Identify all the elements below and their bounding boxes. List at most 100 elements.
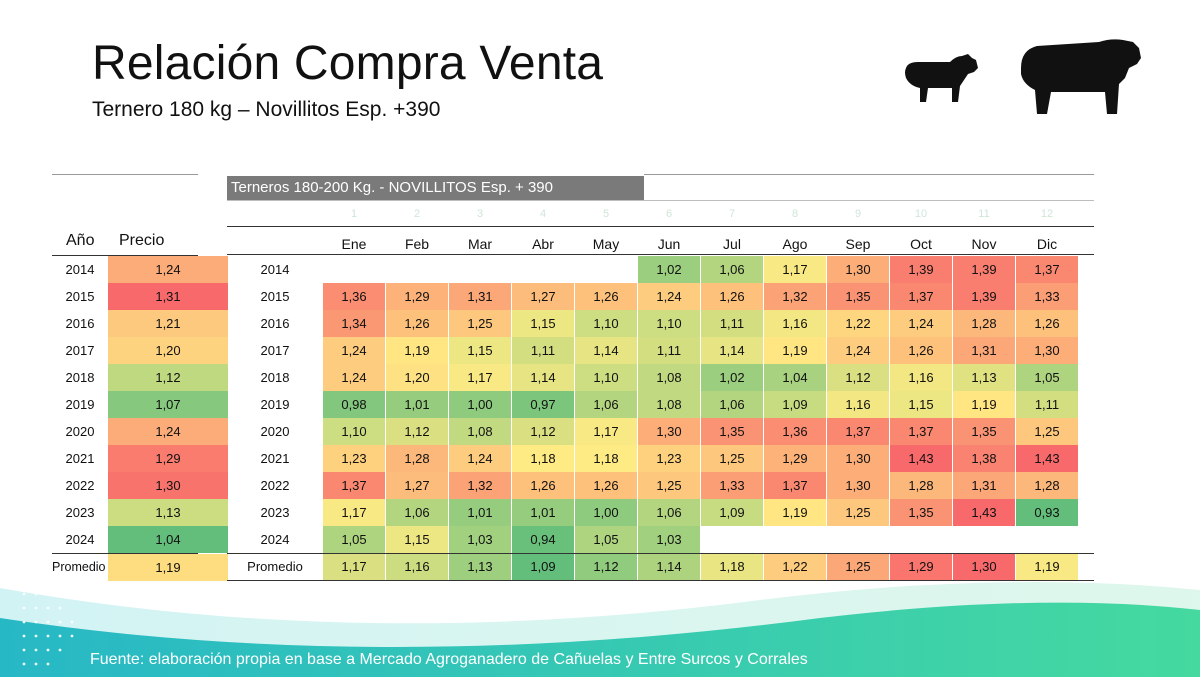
column-index-label: 12 <box>1040 208 1054 220</box>
heatmap-cell: 1,08 <box>638 391 700 418</box>
heatmap-cell: 1,10 <box>575 364 637 391</box>
heatmap-cell: 1,30 <box>827 472 889 499</box>
heatmap-cell: 1,24 <box>638 283 700 310</box>
year-label: 2017 <box>65 343 95 358</box>
heatmap-cell: 1,27 <box>386 472 448 499</box>
heatmap-cell: 1,19 <box>764 337 826 364</box>
heatmap-cell: 1,12 <box>827 364 889 391</box>
heatmap-cell: 1,03 <box>449 526 511 553</box>
heatmap-cell: 1,39 <box>953 283 1015 310</box>
heatmap-cell: 1,25 <box>1016 418 1078 445</box>
price-cell: 1,21 <box>108 310 228 337</box>
heatmap-cell: 1,28 <box>953 310 1015 337</box>
heatmap-cell: 1,23 <box>638 445 700 472</box>
heatmap-cell: 1,04 <box>764 364 826 391</box>
left-table-top-rule <box>52 174 198 175</box>
source-note: Fuente: elaboración propia en base a Mer… <box>90 651 808 668</box>
average-month-cell: 1,09 <box>512 553 574 580</box>
heatmap-cell: 1,09 <box>764 391 826 418</box>
average-month-cell: 1,18 <box>701 553 763 580</box>
heatmap-year-label: 2023 <box>260 505 290 520</box>
heatmap-year-label: 2019 <box>260 397 290 412</box>
heatmap-year-label: 2017 <box>260 343 290 358</box>
heatmap-cell: 1,11 <box>638 337 700 364</box>
heatmap-year-label: 2015 <box>260 289 290 304</box>
table-row: 2019 1,07 <box>52 391 228 418</box>
heatmap-cell: 1,05 <box>1016 364 1078 391</box>
average-month-cell: 1,13 <box>449 553 511 580</box>
year-label: 2015 <box>65 289 95 304</box>
heatmap-cell: 1,26 <box>890 337 952 364</box>
heatmap-cell: 1,36 <box>764 418 826 445</box>
heatmap-cell: 1,25 <box>701 445 763 472</box>
heatmap-cell: 1,37 <box>323 472 385 499</box>
heatmap-cell: 0,97 <box>512 391 574 418</box>
heatmap-year-label: 2021 <box>260 451 290 466</box>
ghost-row-rule <box>227 226 1094 227</box>
heatmap-cell: 1,37 <box>890 283 952 310</box>
month-header: Ene <box>341 236 367 252</box>
heatmap-cell: 1,08 <box>638 364 700 391</box>
column-index-label: 9 <box>854 208 862 220</box>
heatmap-cell: 1,20 <box>386 364 448 391</box>
table-row: 2016 1,21 <box>52 310 228 337</box>
heatmap-cell: 1,01 <box>449 499 511 526</box>
heatmap-cell: 1,06 <box>701 256 763 283</box>
heatmap-cell: 1,02 <box>701 364 763 391</box>
heatmap-cell: 1,27 <box>512 283 574 310</box>
table-row: 2024 1,04 <box>52 526 228 553</box>
heatmap-cell: 1,14 <box>701 337 763 364</box>
heatmap-cell: 1,30 <box>827 445 889 472</box>
average-label: Promedio <box>52 560 106 574</box>
steer-icon <box>1021 39 1141 115</box>
heatmap-cell: 1,26 <box>512 472 574 499</box>
heatmap-cell: 1,25 <box>638 472 700 499</box>
heatmap-cell: 1,01 <box>386 391 448 418</box>
month-header-rule <box>227 254 1094 255</box>
month-header: May <box>592 236 620 252</box>
column-index-label: 8 <box>791 208 799 220</box>
heatmap-year-label: 2018 <box>260 370 290 385</box>
heatmap-cell: 1,43 <box>1016 445 1078 472</box>
price-cell: 1,24 <box>108 418 228 445</box>
average-month-cell: 1,12 <box>575 553 637 580</box>
page-subtitle: Ternero 180 kg – Novillitos Esp. +390 <box>92 98 441 121</box>
price-column-header: Precio <box>119 232 165 249</box>
heatmap-cell: 1,15 <box>512 310 574 337</box>
heatmap-year-label: 2024 <box>260 532 290 547</box>
heatmap-cell: 1,35 <box>890 499 952 526</box>
heatmap-cell: 1,10 <box>323 418 385 445</box>
month-header: Oct <box>910 236 932 252</box>
heatmap-cell: 1,39 <box>890 256 952 283</box>
heatmap-cell: 1,16 <box>827 391 889 418</box>
price-cell: 1,13 <box>108 499 228 526</box>
heatmap-cell: 1,24 <box>449 445 511 472</box>
heatmap-year-label: 2022 <box>260 478 290 493</box>
heatmap-cell: 1,17 <box>323 499 385 526</box>
heatmap-cell: 1,29 <box>764 445 826 472</box>
heatmap-cell: 1,26 <box>386 310 448 337</box>
heatmap-cell: 1,37 <box>1016 256 1078 283</box>
price-cell: 1,12 <box>108 364 228 391</box>
heatmap-cell: 1,01 <box>512 499 574 526</box>
month-header: Ago <box>782 236 808 252</box>
heatmap-cell: 1,15 <box>386 526 448 553</box>
heatmap-cell: 1,37 <box>890 418 952 445</box>
average-month-cell: 1,30 <box>953 553 1015 580</box>
heatmap-cell: 1,19 <box>953 391 1015 418</box>
average-bottom-rule <box>227 580 1094 581</box>
month-header: Mar <box>467 236 493 252</box>
heatmap-cell: 1,33 <box>701 472 763 499</box>
month-header: Abr <box>532 236 554 252</box>
heatmap-cell: 1,17 <box>575 418 637 445</box>
heatmap-cell: 1,26 <box>575 472 637 499</box>
column-index-label: 11 <box>978 208 990 220</box>
heatmap-cell: 1,18 <box>512 445 574 472</box>
average-month-cell: 1,25 <box>827 553 889 580</box>
heatmap-cell: 1,06 <box>575 391 637 418</box>
heatmap-cell: 1,02 <box>638 256 700 283</box>
heatmap-cell: 1,17 <box>449 364 511 391</box>
heatmap-cell: 1,11 <box>512 337 574 364</box>
column-index-label: 5 <box>602 208 610 220</box>
price-cell: 1,30 <box>108 472 228 499</box>
